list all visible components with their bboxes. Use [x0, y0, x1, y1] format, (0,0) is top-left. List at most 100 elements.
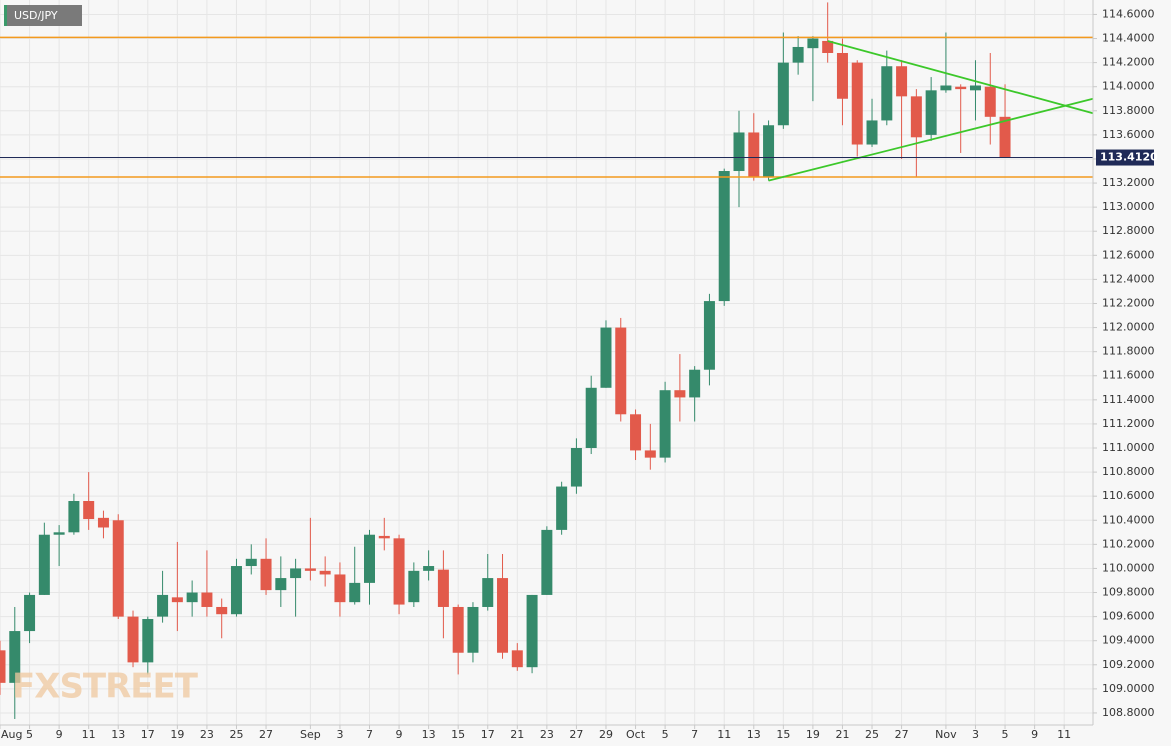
candle-body	[0, 650, 6, 683]
x-tick-label: Oct	[626, 728, 646, 741]
candle-body	[600, 327, 612, 388]
x-tick-label: 13	[422, 728, 436, 741]
x-tick-label: 27	[895, 728, 909, 741]
x-tick-label: 7	[366, 728, 373, 741]
candle-body	[38, 534, 50, 595]
candle-body	[275, 578, 287, 591]
x-tick-label: 19	[170, 728, 184, 741]
candle-body	[969, 85, 981, 91]
candle-body	[216, 606, 228, 615]
candle-body	[423, 566, 435, 571]
y-tick-label: 112.2000	[1102, 296, 1155, 309]
x-tick-label: 11	[82, 728, 96, 741]
x-tick-label: Aug	[1, 728, 22, 741]
x-tick-label: 29	[599, 728, 613, 741]
x-tick-label: 21	[835, 728, 849, 741]
x-tick-label: 13	[747, 728, 761, 741]
chart-title: USD/JPY	[14, 9, 58, 22]
x-tick-label: 7	[691, 728, 698, 741]
y-tick-label: 110.4000	[1102, 513, 1155, 526]
y-tick-label: 112.8000	[1102, 224, 1155, 237]
candle-body	[836, 52, 848, 99]
x-tick-label: 13	[111, 728, 125, 741]
y-tick-label: 110.0000	[1102, 561, 1155, 574]
candle-body	[644, 450, 656, 458]
candle-body	[763, 125, 775, 178]
y-tick-label: 109.0000	[1102, 682, 1155, 695]
x-tick-label: Nov	[935, 728, 957, 741]
candle-body	[68, 500, 80, 533]
candle-body	[112, 520, 124, 617]
candle-body	[556, 486, 568, 530]
trendline	[768, 97, 1094, 182]
y-tick-label: 110.6000	[1102, 489, 1155, 502]
x-tick-label: 15	[451, 728, 465, 741]
candle-body	[230, 566, 242, 615]
candle-body	[659, 390, 671, 458]
candle-body	[171, 597, 183, 603]
x-tick-label: 3	[972, 728, 979, 741]
candle-body	[526, 594, 538, 668]
x-tick-label: 17	[481, 728, 495, 741]
candle-body	[186, 592, 198, 603]
x-tick-label: 25	[229, 728, 243, 741]
y-tick-label: 113.0000	[1102, 200, 1155, 213]
title-accent	[4, 5, 7, 26]
candle-body	[9, 631, 21, 683]
candle-body	[319, 570, 331, 575]
watermark: FXSTREET	[12, 667, 199, 707]
candle-body	[777, 62, 789, 126]
candle-body	[615, 327, 627, 415]
candle-body	[97, 517, 109, 528]
y-tick-label: 112.4000	[1102, 272, 1155, 285]
y-tick-label: 112.6000	[1102, 248, 1155, 261]
y-tick-label: 114.2000	[1102, 56, 1155, 69]
candle-body	[910, 96, 922, 138]
candle-body	[364, 534, 375, 583]
candle-body	[53, 532, 65, 535]
x-tick-label: 11	[717, 728, 731, 741]
candle-body	[630, 414, 642, 451]
y-tick-label: 111.4000	[1102, 393, 1155, 406]
candle-body	[201, 592, 213, 607]
x-tick-label: Sep	[300, 728, 321, 741]
candle-body	[245, 558, 257, 567]
candle-body	[703, 301, 715, 370]
y-tick-label: 111.8000	[1102, 345, 1155, 358]
candle-body	[896, 66, 908, 97]
candle-body	[467, 606, 479, 653]
candle-body	[925, 90, 937, 135]
y-tick-label: 108.8000	[1102, 706, 1155, 719]
x-tick-label: 9	[396, 728, 403, 741]
candle-body	[999, 116, 1011, 158]
trendline	[827, 40, 1094, 115]
y-tick-label: 113.6000	[1102, 128, 1155, 141]
x-tick-label: 9	[56, 728, 63, 741]
y-tick-label: 110.8000	[1102, 465, 1155, 478]
y-tick-label: 111.2000	[1102, 417, 1155, 430]
candle-body	[452, 606, 464, 653]
candle-body	[290, 568, 302, 579]
x-tick-label: 23	[540, 728, 554, 741]
candle-body	[157, 594, 169, 617]
candle-body	[718, 171, 730, 302]
candle-body	[127, 616, 139, 663]
candle-body	[866, 120, 878, 145]
candle-body	[585, 387, 597, 449]
candle-body	[24, 594, 36, 632]
current-price-box	[1096, 149, 1154, 166]
y-tick-label: 113.8000	[1102, 104, 1155, 117]
x-tick-label: 21	[510, 728, 524, 741]
x-tick-label: 17	[141, 728, 155, 741]
x-tick-label: 5	[662, 728, 669, 741]
x-tick-label: 15	[776, 728, 790, 741]
candle-body	[408, 570, 420, 603]
candle-body	[497, 578, 509, 653]
y-tick-label: 111.0000	[1102, 441, 1155, 454]
candle-body	[955, 86, 967, 90]
candle-body	[304, 568, 316, 571]
x-tick-label: 27	[569, 728, 583, 741]
candle-body	[748, 132, 760, 178]
x-tick-label: 9	[1031, 728, 1038, 741]
